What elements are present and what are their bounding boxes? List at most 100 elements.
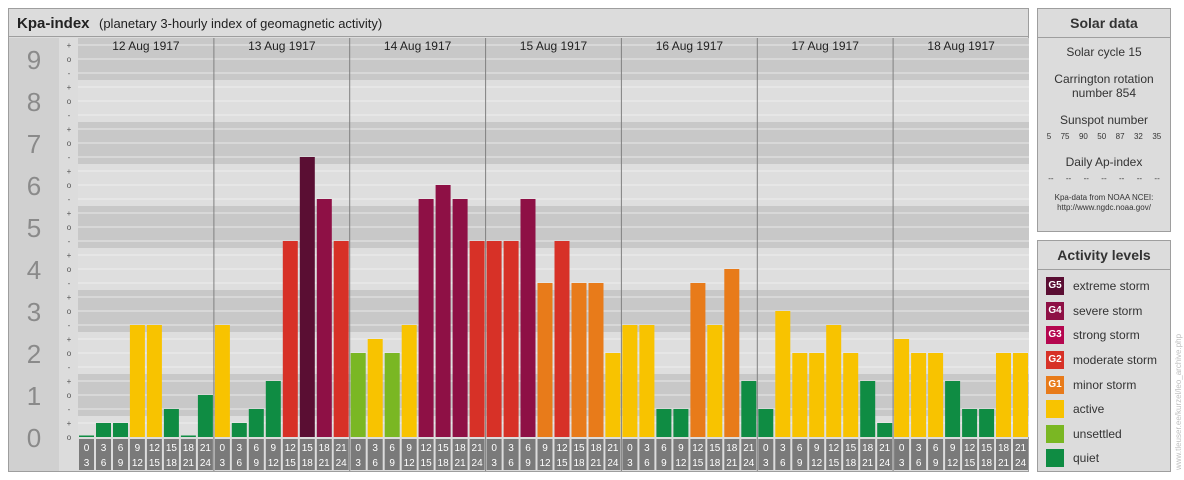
interval-start-label: 15 [845,443,857,454]
kp-bar [911,353,927,437]
interval-start-label: 21 [336,443,348,454]
legend-item: quiet [1038,446,1170,471]
sub-tick-label: - [68,279,71,288]
interval-cell [79,439,94,470]
interval-end-label: 12 [268,458,280,469]
interval-end-label: 24 [472,458,484,469]
interval-start-label: 18 [998,443,1010,454]
y-tick-label: 0 [27,423,41,453]
interval-cell [622,439,638,470]
interval-cell [537,439,553,470]
interval-end-label: 15 [556,458,568,469]
sub-tick-background [60,38,78,471]
interval-end-label: 3 [220,458,226,469]
kp-bar [741,381,757,437]
interval-end-label: 15 [964,458,976,469]
legend-label: quiet [1073,451,1100,466]
interval-cell [282,439,298,470]
interval-end-label: 12 [811,458,823,469]
interval-cell [639,439,655,470]
interval-end-label: 9 [933,458,939,469]
interval-cell [690,439,706,470]
day-label: 18 Aug 1917 [927,39,995,53]
interval-cell [588,439,604,470]
interval-start-label: 6 [389,443,395,454]
interval-end-label: 9 [525,458,531,469]
interval-end-label: 18 [709,458,721,469]
kp-bar [979,409,995,437]
sub-tick-label: - [68,111,71,120]
interval-cell [316,439,332,470]
y-axis-background [9,38,59,471]
kp-bar [639,325,655,437]
legend-swatch [1046,449,1064,468]
ap-value: -- [1154,174,1160,183]
legend-label: minor storm [1073,377,1137,392]
interval-start-label: 12 [964,443,976,454]
interval-start-label: 12 [556,443,568,454]
interval-end-label: 15 [421,458,433,469]
interval-cell [265,439,281,470]
interval-end-label: 18 [981,458,993,469]
interval-start-label: 9 [814,443,820,454]
kp-bar [350,353,366,437]
interval-start-label: 18 [590,443,602,454]
sub-tick-label: o [67,349,72,358]
legend-item: G5 extreme storm [1038,274,1170,299]
interval-end-label: 6 [508,458,514,469]
interval-start-label: 3 [508,443,514,454]
interval-end-label: 9 [254,458,260,469]
sub-tick-label: o [67,55,72,64]
sub-tick-label: o [67,97,72,106]
interval-start-label: 6 [118,443,124,454]
interval-cell [792,439,808,470]
activity-legend: G5 extreme storm G4 severe storm G3 strong st… [1038,270,1170,471]
interval-start-label: 15 [302,443,314,454]
interval-end-label: 18 [438,458,450,469]
kp-bar [146,325,162,437]
interval-start-label: 12 [828,443,840,454]
interval-start-label: 0 [84,443,90,454]
interval-cell [418,439,434,470]
credit-line1: Kpa-data from NOAA NCEI: [1054,193,1154,202]
interval-start-label: 0 [355,443,361,454]
interval-cell [554,439,570,470]
interval-start-label: 18 [319,443,331,454]
interval-end-label: 3 [84,458,90,469]
sunspot-value: 5 [1046,132,1052,141]
interval-cell [503,439,519,470]
interval-start-label: 12 [149,443,161,454]
interval-start-label: 15 [438,443,450,454]
interval-end-label: 9 [661,458,667,469]
interval-cell [724,439,740,470]
interval-cell [129,439,145,470]
y-tick-label: 5 [27,213,41,243]
sub-tick-label: + [67,41,72,50]
interval-cell [775,439,791,470]
carrington-line1: Carrington rotation [1054,72,1154,86]
interval-start-label: 21 [200,443,212,454]
interval-cell [911,439,927,470]
interval-start-label: 15 [573,443,585,454]
kp-bar [860,381,876,437]
interval-cell [384,439,400,470]
y-tick-label: 7 [27,129,41,159]
interval-cell [248,439,264,470]
sunspot-value: 90 [1078,132,1088,141]
activity-levels-title: Activity levels [1038,241,1170,270]
legend-item: active [1038,397,1170,422]
kp-bar [367,339,383,437]
y-tick-label: 2 [27,339,41,369]
ap-value: -- [1048,174,1054,183]
sunspot-value: 32 [1133,132,1143,141]
interval-cell [605,439,621,470]
interval-cell [333,439,349,470]
kp-bar [996,353,1011,437]
interval-start-label: 3 [916,443,922,454]
interval-end-label: 24 [743,458,755,469]
interval-end-label: 18 [302,458,314,469]
interval-cell [945,439,961,470]
kp-bar [690,283,706,437]
activity-levels-panel: Activity levels G5 extreme storm G4 severe … [1037,240,1171,472]
kp-bar [520,199,536,437]
